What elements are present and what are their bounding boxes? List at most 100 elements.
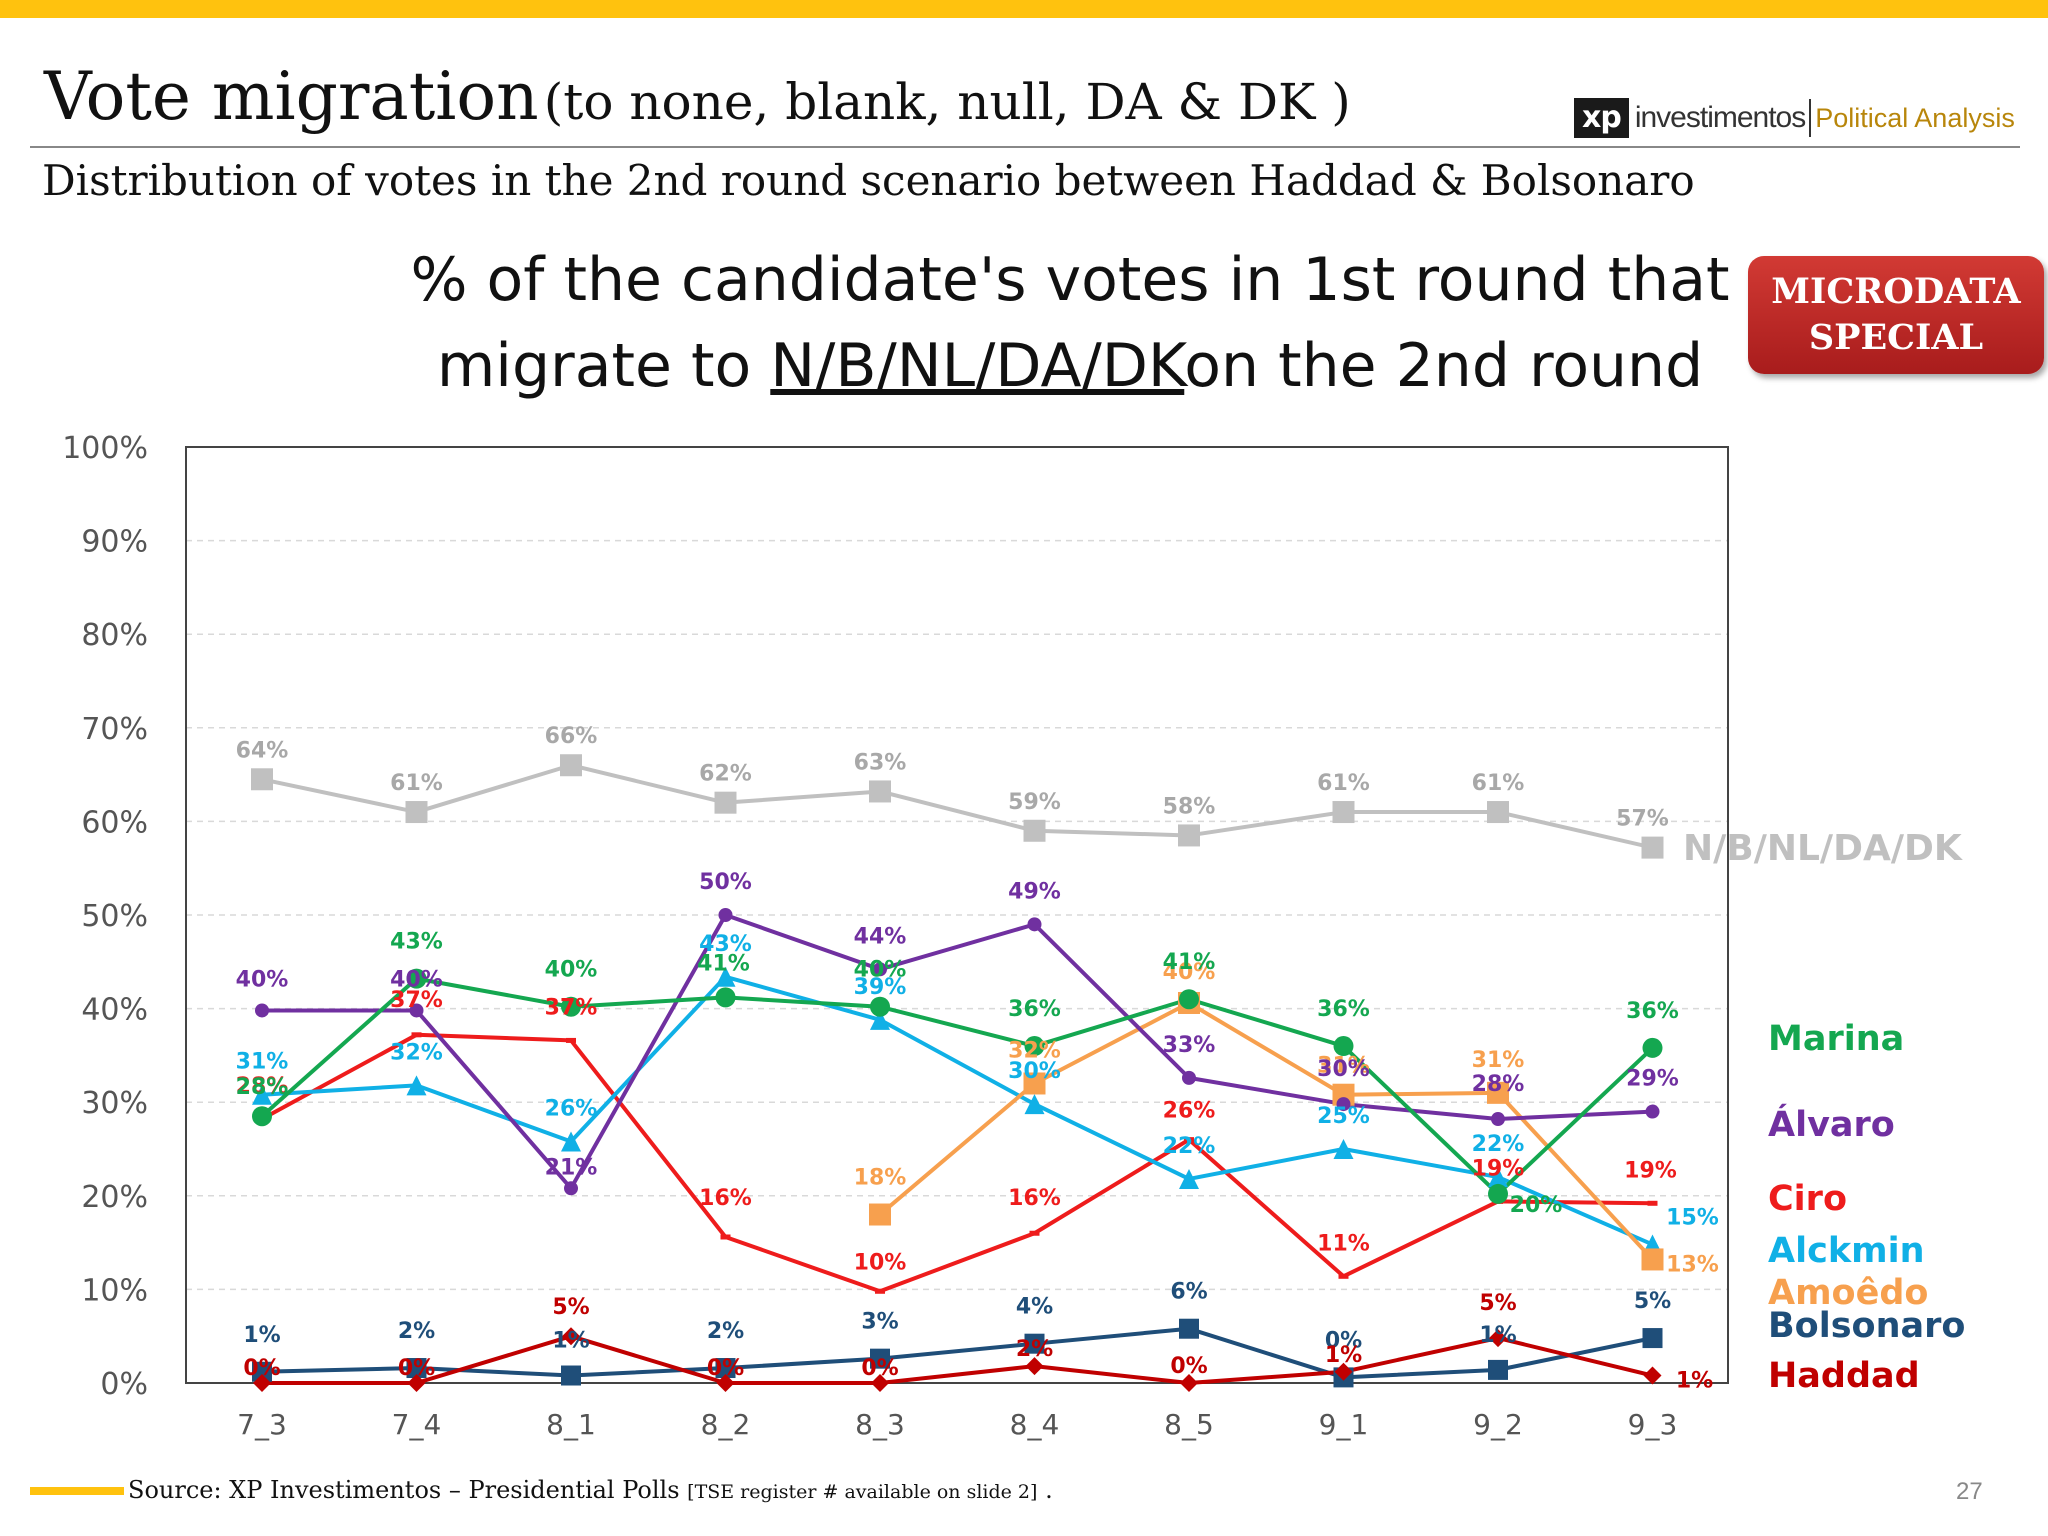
x-tick-label: 9_1	[1319, 1408, 1369, 1441]
data-point-marker	[1027, 917, 1042, 932]
x-tick-label: 8_4	[1010, 1408, 1060, 1441]
data-point-marker	[409, 1003, 424, 1018]
x-tick-label: 8_5	[1164, 1408, 1214, 1441]
data-point-marker	[562, 1327, 580, 1346]
data-label: 19%	[1624, 1158, 1677, 1183]
data-point-marker	[253, 1374, 271, 1392]
data-label: 6%	[1170, 1280, 1207, 1305]
legend-entry: Bolsonaro	[1768, 1306, 1965, 1346]
x-tick-label: 8_1	[546, 1408, 596, 1441]
data-point-marker	[1178, 824, 1200, 847]
chart-title-line2-underlined: N/B/NL/DA/DK	[770, 331, 1189, 401]
legend-entry: Amoêdo	[1768, 1273, 1928, 1313]
data-label: 28%	[1472, 1072, 1525, 1097]
data-label: 44%	[854, 924, 907, 949]
data-point-marker	[255, 1003, 269, 1018]
data-point-marker	[715, 1358, 736, 1379]
y-tick-label: 40%	[81, 993, 148, 1028]
data-label: 26%	[545, 1097, 598, 1122]
data-point-marker	[1645, 1104, 1660, 1119]
plot-area-frame	[185, 446, 1729, 1384]
data-point-marker	[1029, 1230, 1040, 1236]
data-label: 31%	[1317, 1054, 1370, 1079]
data-label: 22%	[1472, 1132, 1525, 1157]
x-tick-label: 9_2	[1473, 1408, 1523, 1441]
data-label: 40%	[236, 967, 289, 992]
data-label: 66%	[545, 724, 598, 749]
data-point-marker	[1023, 1072, 1046, 1095]
data-point-marker	[1023, 819, 1046, 842]
data-point-marker	[251, 768, 273, 791]
data-point-marker	[714, 791, 737, 814]
data-label: 11%	[1317, 1231, 1370, 1256]
data-label: 58%	[1163, 794, 1216, 819]
data-label: 31%	[236, 1050, 289, 1075]
chart-title-line2-prefix: migrate to	[437, 331, 770, 401]
data-label: 19%	[1472, 1156, 1525, 1181]
data-point-marker	[1182, 1070, 1196, 1085]
data-label: 37%	[545, 995, 598, 1020]
data-point-marker	[1488, 1359, 1508, 1380]
data-point-marker	[252, 1106, 272, 1127]
data-label: 4%	[1016, 1295, 1053, 1320]
data-point-marker	[1641, 1248, 1664, 1271]
source-text: Source: XP Investimentos – Presidential …	[128, 1476, 680, 1504]
series-line	[261, 974, 1654, 1247]
x-tick-label: 7_3	[237, 1408, 287, 1441]
data-point-marker	[1488, 1167, 1508, 1188]
data-label: 32%	[390, 1040, 443, 1065]
data-point-marker	[1487, 1081, 1509, 1104]
legend-entry: Ciro	[1768, 1179, 1847, 1219]
data-point-marker	[1333, 1139, 1354, 1159]
data-label: 2%	[398, 1319, 435, 1344]
data-point-marker	[716, 1374, 735, 1392]
data-point-marker	[871, 1374, 889, 1392]
x-tick-label: 7_4	[392, 1408, 442, 1441]
series-line	[262, 1334, 1653, 1385]
legend-entry: Haddad	[1768, 1356, 1920, 1396]
data-label: 5%	[552, 1295, 589, 1320]
data-label: 61%	[390, 771, 443, 796]
data-label: 2%	[1016, 1337, 1053, 1362]
page-number: 27	[1956, 1478, 1983, 1505]
data-point-marker	[1336, 1097, 1351, 1112]
data-point-marker	[1641, 836, 1664, 859]
data-label: 28%	[236, 1074, 289, 1099]
badge-line2: SPECIAL	[1808, 317, 1984, 358]
data-label: 1%	[1676, 1369, 1713, 1394]
data-point-marker	[1179, 989, 1199, 1010]
data-point-marker	[870, 1009, 890, 1030]
data-point-marker	[252, 1084, 272, 1105]
data-point-marker	[870, 996, 890, 1017]
chart-title-line2: migrate to N/B/NL/DA/DKon the 2nd round	[437, 331, 1703, 401]
xp-logo: xp investimentos Political Analysis	[1574, 96, 2015, 140]
data-point-marker	[869, 780, 891, 803]
y-tick-label: 30%	[81, 1086, 148, 1121]
data-label: 22%	[1163, 1134, 1216, 1159]
data-point-marker	[406, 1358, 427, 1379]
series-line	[878, 1000, 1654, 1261]
data-point-marker	[560, 754, 582, 777]
series-line	[261, 1326, 1653, 1380]
data-point-marker	[1333, 1036, 1354, 1057]
x-tick-label: 8_3	[855, 1408, 905, 1441]
data-point-marker	[252, 1361, 272, 1382]
data-point-marker	[715, 966, 736, 987]
data-label: 57%	[1616, 807, 1669, 832]
data-point-marker	[1180, 1374, 1198, 1392]
data-label: 37%	[390, 988, 443, 1013]
tse-note-end: .	[1045, 1476, 1053, 1504]
data-label: 25%	[1317, 1104, 1370, 1129]
data-label: 0%	[1325, 1328, 1362, 1353]
data-label: 36%	[1626, 999, 1679, 1024]
data-point-marker	[1338, 1273, 1349, 1279]
logo-investimentos: investimentos	[1634, 101, 1806, 134]
data-point-marker	[1334, 1362, 1353, 1381]
title-main: Vote migration	[44, 58, 539, 135]
data-label: 50%	[699, 870, 752, 895]
data-point-marker	[1643, 1366, 1662, 1385]
y-tick-label: 60%	[81, 805, 148, 840]
data-point-marker	[720, 1234, 731, 1240]
data-label: 0%	[398, 1356, 435, 1381]
